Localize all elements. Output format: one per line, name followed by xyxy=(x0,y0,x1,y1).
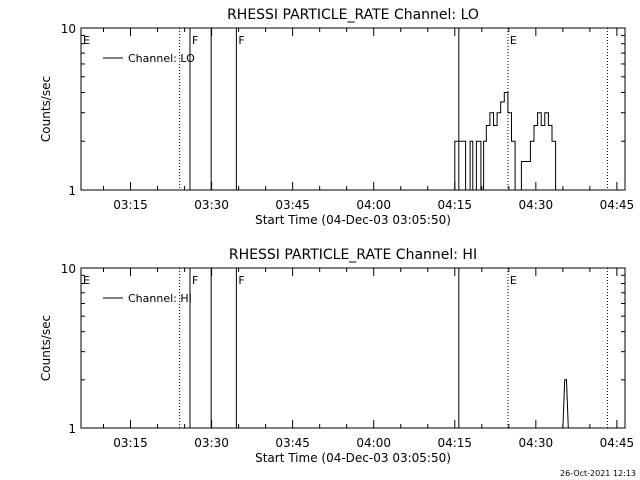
x-tick-label: 03:15 xyxy=(113,198,148,212)
panel-hi: RHESSI PARTICLE_RATE Channel: HI Start Ti… xyxy=(39,247,634,465)
annotation-label: E xyxy=(510,34,517,47)
y-tick-label: 10 xyxy=(61,262,76,276)
x-tick-label: 03:45 xyxy=(275,198,310,212)
annotation-label: F xyxy=(192,274,198,287)
legend-label: Channel: HI xyxy=(128,292,192,305)
x-tick-label: 03:30 xyxy=(194,198,229,212)
annotation-label: F xyxy=(238,34,244,47)
y-tick-label: 10 xyxy=(61,22,76,36)
x-axis-label: Start Time (04-Dec-03 03:05:50) xyxy=(255,213,451,227)
plot-frame xyxy=(80,27,626,191)
footer-timestamp: 26-Oct-2021 12:13 xyxy=(560,469,636,478)
x-tick-label: 04:00 xyxy=(356,436,391,450)
x-tick-label: 04:45 xyxy=(600,198,635,212)
legend-label: Channel: LO xyxy=(128,52,195,65)
annotation-label: E xyxy=(83,274,90,287)
plot-frame xyxy=(80,267,626,429)
annotation-label: E xyxy=(510,274,517,287)
y-tick-label: 1 xyxy=(68,184,76,198)
y-tick-label: 1 xyxy=(68,422,76,436)
chart-title: RHESSI PARTICLE_RATE Channel: LO xyxy=(227,7,479,23)
annotation-label: E xyxy=(83,34,90,47)
chart-title: RHESSI PARTICLE_RATE Channel: HI xyxy=(229,247,477,263)
annotation-label: F xyxy=(238,274,244,287)
x-axis-label: Start Time (04-Dec-03 03:05:50) xyxy=(255,451,451,465)
y-axis-label: Counts/sec xyxy=(39,315,53,381)
y-axis-label: Counts/sec xyxy=(39,76,53,142)
series-line xyxy=(562,379,569,429)
series-line xyxy=(454,92,557,191)
annotation-label: F xyxy=(192,34,198,47)
panel-lo: RHESSI PARTICLE_RATE Channel: LO Start Ti… xyxy=(39,7,634,227)
x-tick-label: 04:45 xyxy=(600,436,635,450)
x-tick-label: 04:00 xyxy=(356,198,391,212)
x-tick-label: 04:15 xyxy=(437,198,472,212)
x-tick-label: 04:30 xyxy=(519,198,554,212)
x-tick-label: 04:15 xyxy=(437,436,472,450)
x-tick-label: 03:15 xyxy=(113,436,148,450)
x-tick-label: 03:30 xyxy=(194,436,229,450)
x-tick-label: 04:30 xyxy=(519,436,554,450)
x-tick-label: 03:45 xyxy=(275,436,310,450)
